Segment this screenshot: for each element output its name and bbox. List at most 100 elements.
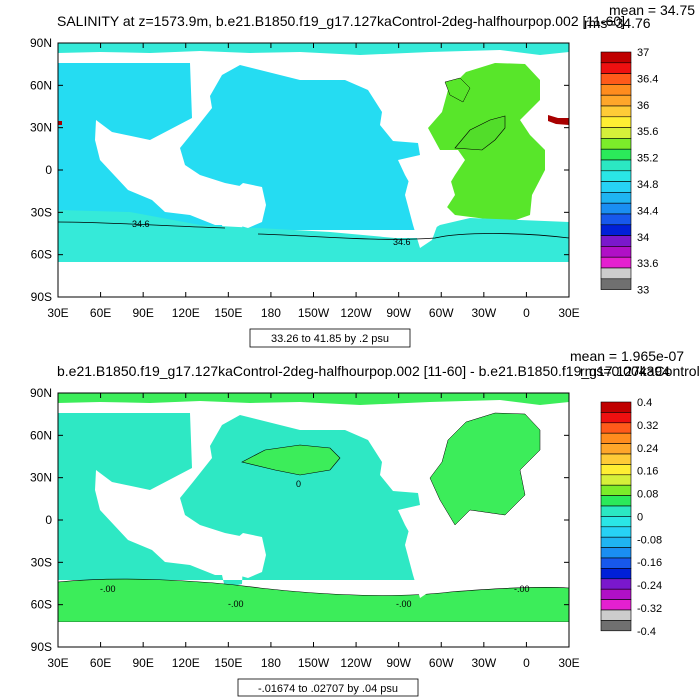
y-tick-label: 30S — [31, 555, 52, 569]
x-tick-label: 30W — [471, 656, 496, 670]
anomaly-australia-land — [225, 533, 266, 578]
anomaly-contour-label-3: -.00 — [228, 599, 244, 609]
colorbar-swatch — [600, 474, 632, 486]
x-tick-label: 90E — [132, 656, 153, 670]
colorbar-label: 0.32 — [637, 420, 658, 432]
panel-bottom-title: b.e21.B1850.f19_g17.127kaControl-2deg-ha… — [57, 363, 700, 379]
colorbar-swatch — [600, 609, 632, 621]
colorbar-swatch — [600, 192, 632, 204]
colorbar-swatch — [600, 181, 632, 193]
y-tick-label: 90S — [31, 290, 52, 304]
anomaly-antarctica-land — [58, 622, 569, 647]
colorbar-label: -0.08 — [637, 534, 662, 546]
colorbar-swatch — [600, 235, 632, 247]
colorbar-swatch — [600, 73, 632, 85]
colorbar-label: 34.8 — [637, 179, 658, 191]
colorbar-swatch — [600, 412, 632, 424]
colorbar-label: 34 — [637, 232, 649, 244]
panel-top-title: SALINITY at z=1573.9m, b.e21.B1850.f19_g… — [57, 13, 625, 29]
y-tick-label: 90N — [30, 36, 52, 50]
colorbar-swatch — [600, 62, 632, 74]
contour-label-1: 34.6 — [132, 219, 150, 229]
colorbar-label: 0 — [637, 511, 643, 523]
colorbar-swatch — [600, 84, 632, 96]
y-tick-label: 90S — [31, 640, 52, 654]
colorbar-label: 37 — [637, 47, 649, 59]
contour-346-a — [57, 221, 226, 229]
colorbar-swatch — [600, 51, 632, 64]
mediterranean-region — [548, 115, 569, 125]
colorbar-swatch — [600, 464, 632, 476]
colorbar-swatch — [600, 224, 632, 236]
anomaly-contour-label-4: -.00 — [396, 599, 412, 609]
north-atlantic-core — [454, 115, 506, 151]
colorbar-swatch — [600, 453, 632, 465]
colorbar-swatch — [600, 202, 632, 215]
panel-top-rms: rms=34.76 — [584, 15, 651, 31]
y-tick-label: 60N — [30, 428, 52, 442]
x-tick-label: 30W — [471, 306, 496, 320]
australia-land — [225, 183, 266, 228]
y-tick-label: 30S — [31, 205, 52, 219]
x-tick-label: 60E — [90, 656, 111, 670]
south-america-land — [405, 165, 455, 248]
colorbar-swatch — [600, 105, 632, 118]
x-tick-label: 180 — [261, 656, 281, 670]
colorbar-swatch — [600, 526, 632, 538]
panel-top-mean: mean = 34.75 — [609, 2, 695, 18]
colorbar-swatch — [600, 536, 632, 548]
colorbar-swatch — [600, 547, 632, 559]
antarctica-land — [58, 262, 569, 297]
colorbar-swatch — [600, 148, 632, 161]
panel-bottom-range-note: -.01674 to .02707 by .04 psu — [258, 683, 398, 695]
colorbar-swatch — [600, 267, 632, 280]
x-tick-label: 90E — [132, 306, 153, 320]
x-tick-label: 120E — [172, 656, 200, 670]
panel-top-range-box — [249, 328, 411, 348]
y-tick-label: 0 — [45, 513, 52, 527]
colorbar-label: -0.24 — [637, 580, 662, 592]
colorbar-label: -0.16 — [637, 557, 662, 569]
panel-top-axis-ticks: 30E 60E 90E 120E 150E 180 150W 120W 90W 60W 30W 0 30… — [30, 36, 580, 320]
y-tick-label: 60N — [30, 78, 52, 92]
anomaly-north-pacific-positive — [241, 444, 341, 476]
panel-top-colorbar: 37 36.4 36 35.6 35.2 34.8 34.4 34 33.6 33 — [600, 47, 658, 297]
x-tick-label: 150W — [298, 656, 330, 670]
panel-top: SALINITY at z=1573.9m, b.e21.B1850.f19_g… — [30, 2, 695, 348]
x-tick-label: 120E — [172, 306, 200, 320]
colorbar-label: 0.16 — [637, 466, 658, 478]
colorbar-label: 33.6 — [637, 258, 658, 270]
x-tick-label: 120W — [340, 306, 372, 320]
colorbar-swatch — [600, 159, 632, 172]
colorbar-label: 0.08 — [637, 489, 658, 501]
anomaly-southern-positive — [57, 578, 570, 623]
x-tick-label: 60W — [429, 656, 454, 670]
colorbar-swatch — [600, 401, 632, 413]
colorbar-swatch — [600, 94, 632, 107]
colorbar-swatch — [600, 127, 632, 139]
colorbar-swatch — [600, 116, 632, 128]
x-tick-label: 90W — [386, 656, 411, 670]
x-tick-label: 0 — [523, 656, 530, 670]
x-tick-label: 150E — [214, 306, 242, 320]
colorbar-swatch — [600, 422, 632, 434]
x-tick-label: 60W — [429, 306, 454, 320]
labrador-region — [444, 77, 471, 103]
panel-bottom-colorbar: 0.4 0.32 0.24 0.16 0.08 0 -0.08 -0.16 -0.24 -0.32… — [600, 397, 662, 638]
x-tick-label: 30E — [47, 656, 68, 670]
colorbar-swatch — [600, 213, 632, 226]
colorbar-swatch — [600, 505, 632, 517]
x-tick-label: 120W — [340, 656, 372, 670]
x-tick-label: 30E — [558, 306, 579, 320]
colorbar-swatch — [600, 278, 632, 290]
anomaly-contour-label-1: 0 — [296, 479, 301, 489]
y-tick-label: 60S — [31, 248, 52, 262]
colorbar-label: 35.2 — [637, 153, 658, 165]
colorbar-label: -0.32 — [637, 603, 662, 615]
southern-ocean-region — [58, 210, 569, 262]
colorbar-swatch — [600, 256, 632, 269]
x-tick-label: 150E — [214, 656, 242, 670]
colorbar-label: 36 — [637, 100, 649, 112]
anomaly-atlantic-positive — [429, 412, 541, 526]
colorbar-swatch — [600, 620, 632, 632]
